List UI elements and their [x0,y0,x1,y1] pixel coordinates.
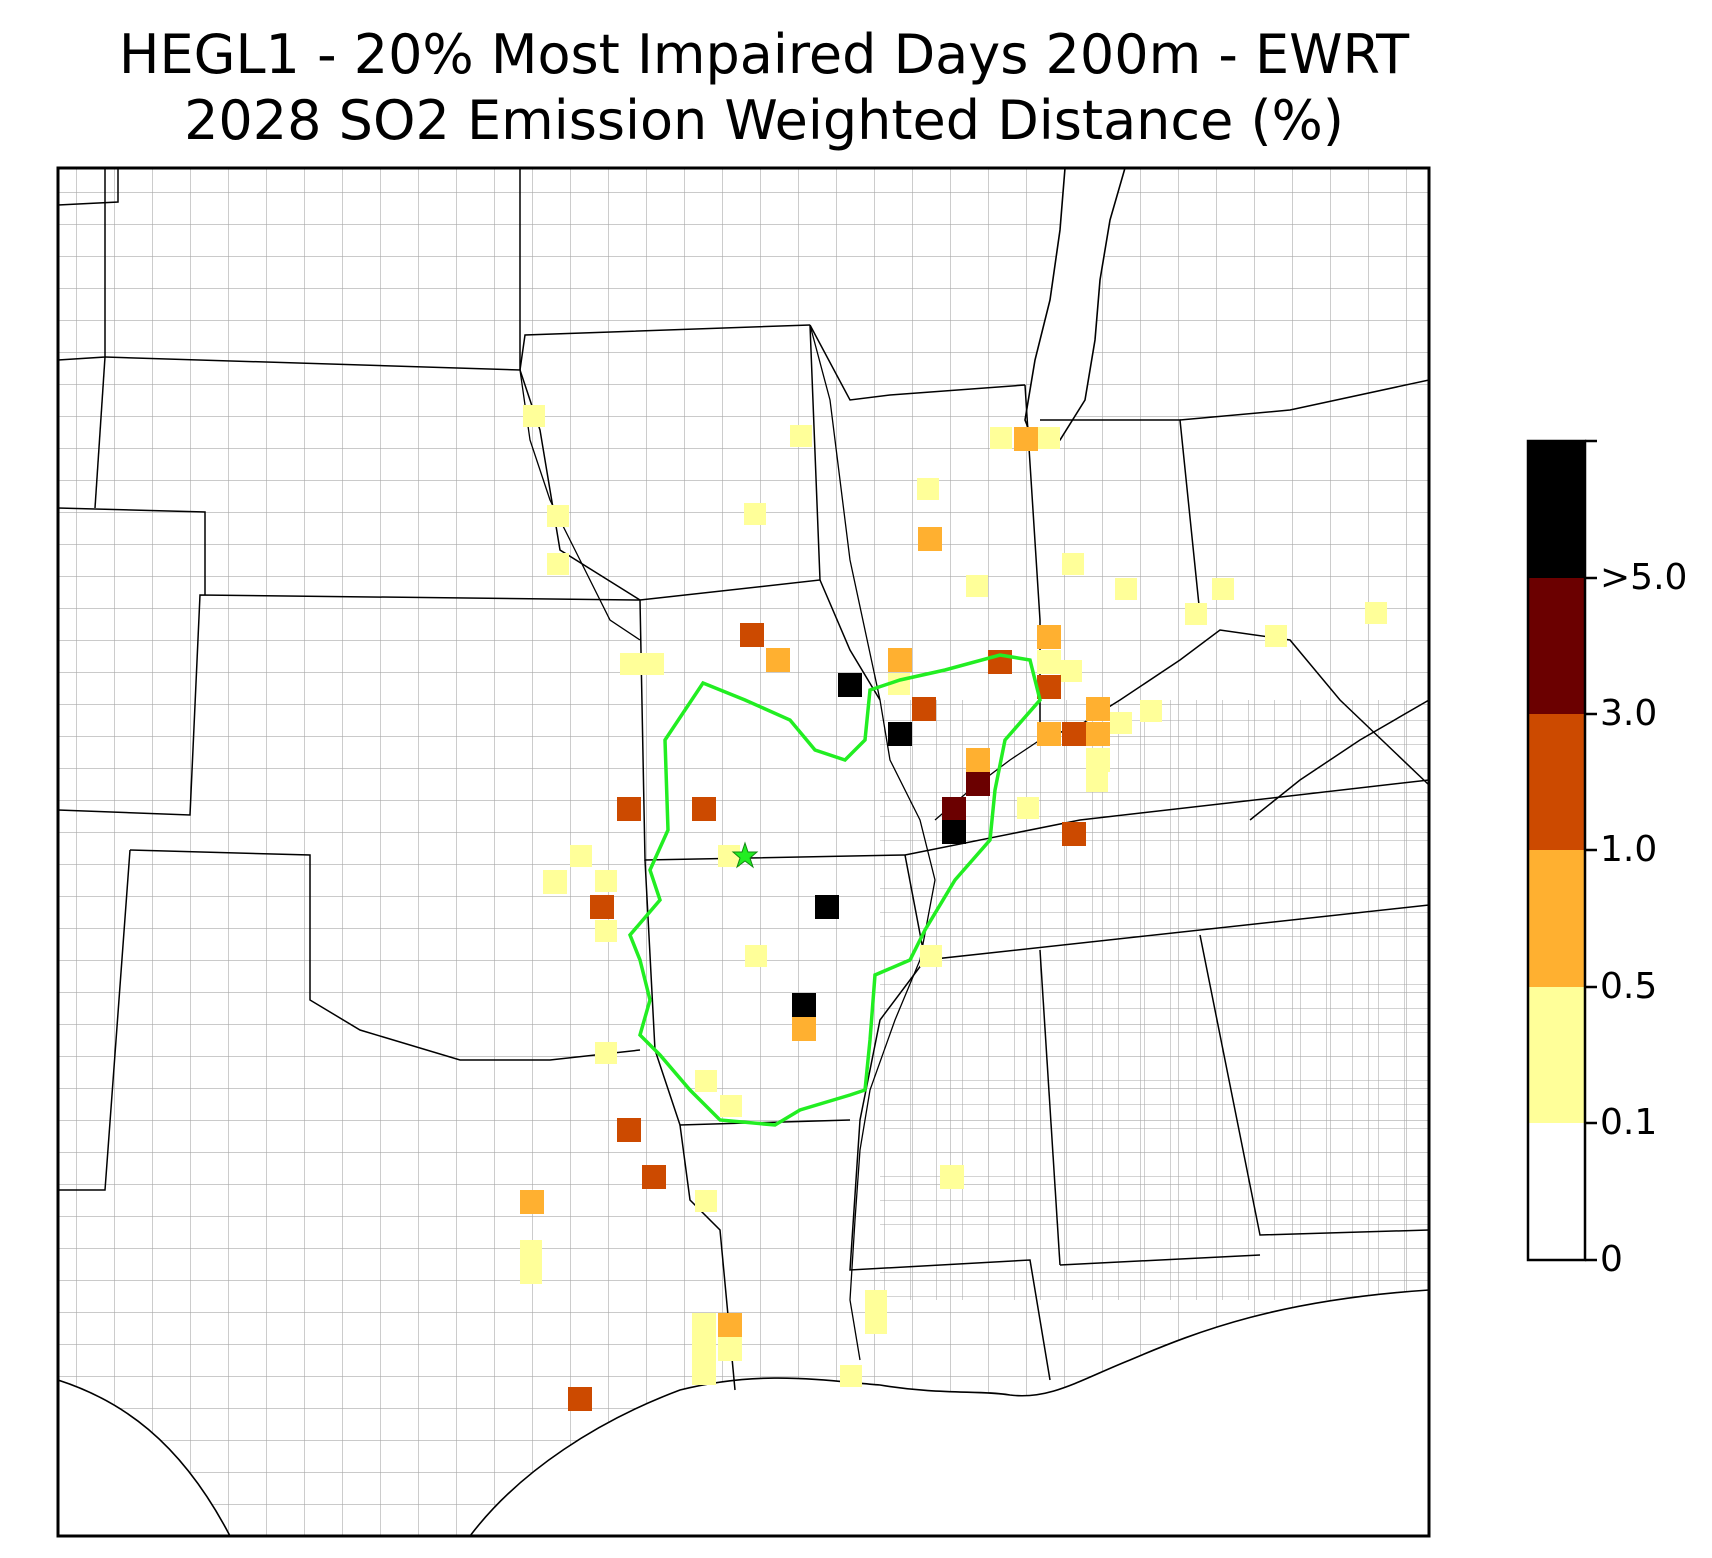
star-icon [731,841,759,869]
gulf-of-mexico [58,1289,1429,1536]
colorbar-bin-2 [1528,987,1585,1123]
colorbar-label-2: 0.5 [1600,966,1658,1007]
map-area [58,168,1429,1536]
colorbar-bin-6 [1528,441,1585,578]
map-title: HEGL1 - 20% Most Impaired Days 200m - EW… [0,22,1528,154]
title-line-1: HEGL1 - 20% Most Impaired Days 200m - EW… [118,23,1410,86]
colorbar-ticks [1585,439,1597,1262]
colorbar [1526,439,1597,1262]
map-frame [56,166,1431,1538]
colorbar-bin-4 [1528,714,1585,850]
emission-cells [520,405,1387,1411]
state-borders [58,168,1429,1536]
county-lines-east [880,700,1429,1300]
colorbar-label-0: 0 [1600,1239,1623,1280]
colorbar-label-4: 3.0 [1600,693,1658,734]
aoi-contour [627,653,1042,1127]
title-line-2: 2028 SO2 Emission Weighted Distance (%) [184,89,1344,152]
colorbar-label-5: >5.0 [1600,557,1688,598]
colorbar-label-3: 1.0 [1600,829,1658,870]
colorbar-bin-3 [1528,850,1585,987]
colorbar-bin-1 [1528,1123,1585,1260]
colorbar-label-1: 0.1 [1600,1102,1658,1143]
colorbar-bin-5 [1528,578,1585,714]
